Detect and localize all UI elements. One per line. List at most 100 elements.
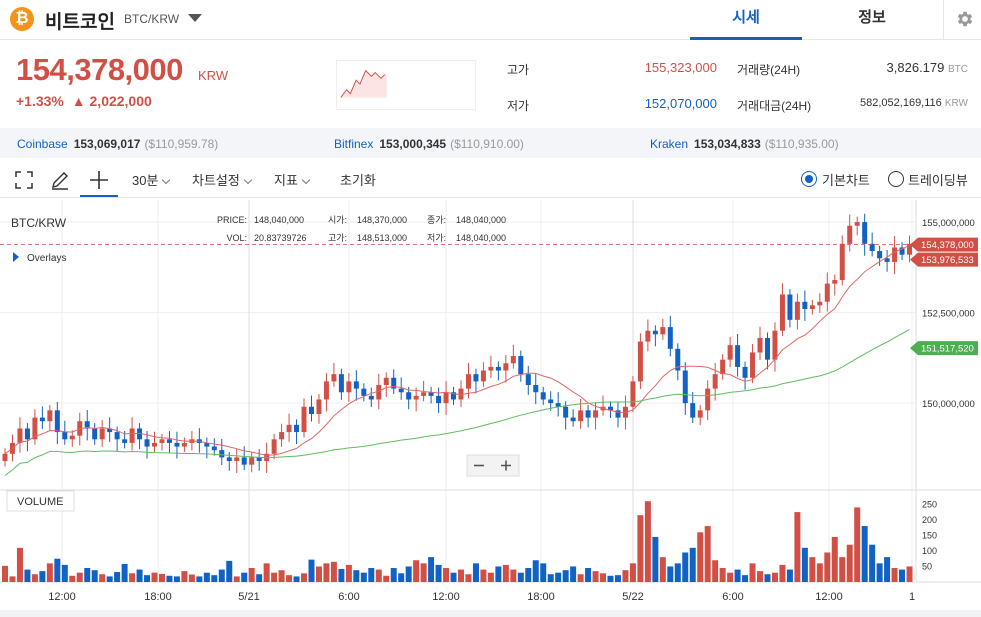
legend-open-label: 시가: [328, 215, 347, 225]
bitcoin-logo-icon: ₿ [10, 7, 34, 31]
volume-bar [667, 566, 674, 582]
candle-body [892, 247, 898, 262]
volume-bar [203, 572, 210, 582]
overlays-toggle[interactable]: Overlays [27, 253, 66, 264]
volume-bar [323, 563, 330, 582]
candle-body [608, 406, 614, 411]
volume-bar [301, 573, 308, 582]
candle-body [294, 424, 300, 433]
candle-body [144, 439, 150, 447]
volume-bar [173, 576, 180, 582]
volume-bar [547, 574, 554, 582]
candle-body [346, 381, 352, 393]
tab-quote[interactable]: 시세 [690, 0, 802, 40]
candle-body [480, 370, 486, 382]
volume-bar [443, 568, 450, 582]
gear-icon[interactable] [955, 9, 975, 29]
volume-bar [84, 568, 91, 582]
volume-bar [61, 564, 68, 582]
candle-body [204, 442, 210, 447]
candle-body [750, 352, 756, 378]
coin-pair[interactable]: BTC/KRW [124, 12, 180, 26]
candle-body [166, 439, 172, 443]
pencil-icon[interactable] [50, 170, 70, 190]
candle-body [907, 243, 913, 255]
volume-bar [9, 576, 16, 582]
chevron-down-icon [243, 175, 253, 185]
tradingview-label[interactable]: 트레이딩뷰 [908, 173, 968, 188]
indicators-select[interactable]: 지표 [274, 170, 311, 189]
volume-bar [241, 572, 248, 582]
volume-value: 3,826.179 BTC [820, 60, 968, 75]
volume-bar [682, 552, 689, 582]
candle-body [174, 442, 180, 447]
price-unit: KRW [198, 68, 229, 83]
y-tick-label: 155,000,000 [922, 218, 975, 229]
x-tick-label: 5/22 [622, 591, 643, 603]
volume-bar [532, 560, 539, 582]
volume-bar [390, 568, 397, 582]
candle-body [413, 395, 419, 400]
volume-bar [884, 557, 891, 582]
volume-bar [263, 563, 270, 582]
exchange-prices-bar: Coinbase 153,069,017 ($110,959.78) Bitfine… [0, 128, 981, 158]
volume-bar [158, 573, 165, 582]
x-tick-label: 18:00 [527, 591, 555, 603]
candle-body [817, 301, 823, 306]
x-tick-label: 6:00 [722, 591, 743, 603]
volume-bar [31, 574, 38, 582]
candle-body [181, 442, 187, 447]
volume-bar [353, 570, 360, 582]
chevron-down-icon[interactable] [188, 14, 202, 22]
price-chart[interactable]: 150,000,000 152,500,000 155,000,000 154,378… [0, 200, 981, 617]
amount-value: 582,052,169,116 KRW [820, 97, 968, 109]
exchange-usd: ($110,910.00) [450, 137, 524, 151]
zoom-in-icon[interactable] [501, 460, 511, 471]
volume-bar [652, 536, 659, 582]
candle-body [824, 283, 830, 302]
volume-bar [854, 507, 861, 582]
price-tag [910, 237, 978, 252]
candle-body [353, 381, 359, 389]
ma-short-line [4, 244, 910, 456]
exchange-bitfinex[interactable]: Bitfinex 153,000,345 ($110,910.00) [334, 137, 524, 151]
coin-name[interactable]: 비트코인 [45, 12, 115, 33]
candle-body [428, 392, 434, 396]
candle-body [869, 243, 875, 252]
volume-bar [786, 569, 793, 582]
legend-low-label: 저가: [427, 233, 446, 243]
candle-body [323, 381, 329, 400]
basic-chart-radio[interactable] [801, 171, 817, 187]
exchange-coinbase[interactable]: Coinbase 153,069,017 ($110,959.78) [17, 137, 218, 151]
volume-bar [368, 568, 375, 582]
candle-body [465, 374, 471, 389]
chart-settings-select[interactable]: 차트설정 [192, 170, 253, 189]
header: ₿ 비트코인 BTC/KRW 시세 정보 [0, 0, 981, 40]
volume-bar [794, 512, 801, 582]
play-icon[interactable] [13, 252, 19, 262]
legend-vol: 20.83739726 [254, 233, 307, 243]
tab-info[interactable]: 정보 [858, 9, 886, 26]
volume-bar [629, 563, 636, 582]
ma-long-line [4, 329, 910, 476]
volume-bar [577, 574, 584, 582]
reset-button[interactable]: 초기화 [340, 173, 376, 188]
volume-bar [218, 569, 225, 582]
candle-body [286, 424, 292, 433]
candle-body [727, 345, 733, 360]
candle-body [211, 446, 217, 451]
tradingview-radio[interactable] [888, 171, 904, 187]
candle-body [129, 428, 135, 443]
interval-select[interactable]: 30분 [132, 170, 171, 189]
exchange-kraken[interactable]: Kraken 153,034,833 ($110,935.00) [650, 137, 839, 151]
volume-bar [383, 575, 390, 582]
candle-body [473, 374, 479, 382]
fullscreen-icon[interactable] [14, 170, 34, 190]
price-tag-label: 154,378,000 [921, 240, 974, 251]
basic-chart-label[interactable]: 기본차트 [822, 173, 870, 188]
amount-unit: KRW [944, 98, 968, 109]
crosshair-icon[interactable] [89, 170, 109, 190]
volume-bar [637, 515, 644, 582]
candle-body [495, 366, 501, 371]
volume-bar [428, 557, 435, 582]
